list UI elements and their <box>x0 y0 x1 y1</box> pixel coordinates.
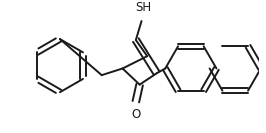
Text: SH: SH <box>135 1 152 14</box>
Text: O: O <box>131 108 140 121</box>
